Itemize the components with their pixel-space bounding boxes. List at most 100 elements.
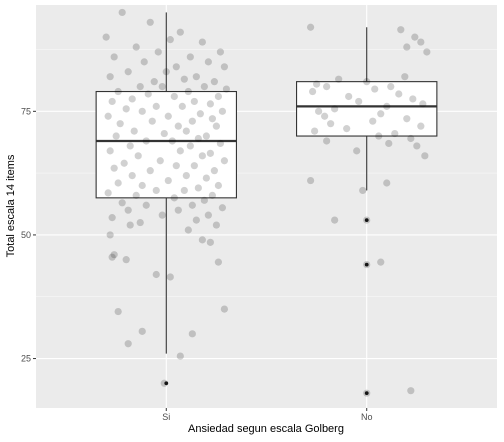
data-point	[116, 120, 124, 128]
data-point	[108, 214, 116, 222]
data-point	[102, 33, 110, 41]
data-point	[130, 127, 138, 135]
data-point	[160, 129, 168, 138]
data-point	[186, 142, 194, 150]
data-point	[158, 211, 166, 219]
data-point	[323, 82, 331, 91]
data-point	[413, 142, 421, 150]
data-point	[216, 48, 224, 56]
data-point	[150, 78, 158, 86]
data-point	[222, 85, 231, 93]
data-point	[383, 102, 391, 110]
data-point	[210, 78, 218, 86]
data-point	[321, 112, 329, 120]
data-point	[198, 152, 206, 160]
data-point	[353, 147, 361, 155]
outlier-point	[364, 391, 369, 396]
data-point	[144, 90, 152, 98]
data-point	[134, 152, 142, 160]
data-point	[202, 174, 210, 182]
x-tick-label: Si	[162, 412, 170, 422]
data-point	[387, 82, 395, 91]
y-tick-label: 75	[21, 106, 31, 116]
data-point	[214, 258, 222, 266]
data-point	[156, 157, 164, 165]
data-point	[124, 340, 132, 348]
data-point	[118, 8, 126, 17]
data-point	[375, 132, 383, 140]
data-point	[186, 53, 194, 61]
data-point	[152, 102, 160, 110]
data-point	[104, 189, 112, 197]
data-point	[118, 199, 126, 207]
data-point	[363, 389, 371, 397]
data-point	[343, 125, 351, 133]
data-point	[363, 78, 371, 86]
iqr-box	[296, 81, 438, 137]
boxes	[95, 12, 438, 396]
data-point	[196, 110, 204, 118]
x-tick-label: No	[361, 412, 373, 422]
data-point	[174, 122, 182, 130]
data-point	[170, 194, 178, 202]
outlier-point	[364, 218, 369, 222]
data-point	[192, 216, 200, 224]
data-point	[208, 115, 216, 123]
data-point	[158, 82, 166, 91]
panel-background	[36, 5, 497, 408]
data-point	[138, 181, 146, 190]
data-point	[194, 134, 202, 143]
data-point	[198, 38, 206, 46]
data-point	[214, 181, 222, 190]
data-point	[335, 75, 343, 83]
data-point	[331, 105, 339, 113]
data-point	[206, 238, 214, 246]
data-point	[323, 137, 331, 145]
data-point	[174, 206, 182, 214]
data-point	[397, 26, 405, 34]
data-point	[180, 186, 188, 195]
data-point	[120, 159, 128, 167]
data-point	[363, 261, 371, 269]
data-point	[164, 112, 172, 120]
data-point	[411, 33, 419, 41]
data-point	[204, 211, 212, 219]
data-point	[168, 137, 176, 145]
points-no	[306, 23, 431, 397]
jitter-points	[102, 8, 431, 397]
data-point	[190, 97, 198, 106]
data-point	[377, 258, 385, 266]
outlier-point	[364, 262, 369, 267]
data-point	[180, 75, 188, 83]
data-point	[184, 87, 192, 96]
data-point	[184, 226, 192, 234]
data-point	[419, 100, 427, 108]
data-point	[126, 221, 134, 229]
data-point	[142, 201, 150, 209]
data-point	[114, 87, 122, 96]
data-point	[421, 152, 429, 160]
data-point	[188, 117, 196, 125]
data-point	[182, 127, 190, 135]
data-point	[216, 139, 224, 148]
data-point	[198, 236, 206, 244]
data-point	[146, 18, 154, 26]
box-no	[296, 27, 438, 396]
data-point	[202, 132, 210, 140]
data-point	[166, 36, 174, 44]
data-point	[124, 68, 132, 76]
data-point	[152, 186, 160, 195]
data-point	[331, 216, 339, 224]
data-point	[124, 206, 132, 214]
data-point	[140, 58, 148, 66]
data-point	[403, 115, 411, 123]
data-point	[176, 352, 184, 360]
data-point	[146, 167, 154, 175]
data-point	[391, 129, 399, 138]
data-point	[164, 176, 172, 185]
data-point	[206, 149, 214, 157]
data-point	[170, 92, 178, 101]
data-point	[417, 38, 425, 46]
data-point	[106, 231, 114, 239]
